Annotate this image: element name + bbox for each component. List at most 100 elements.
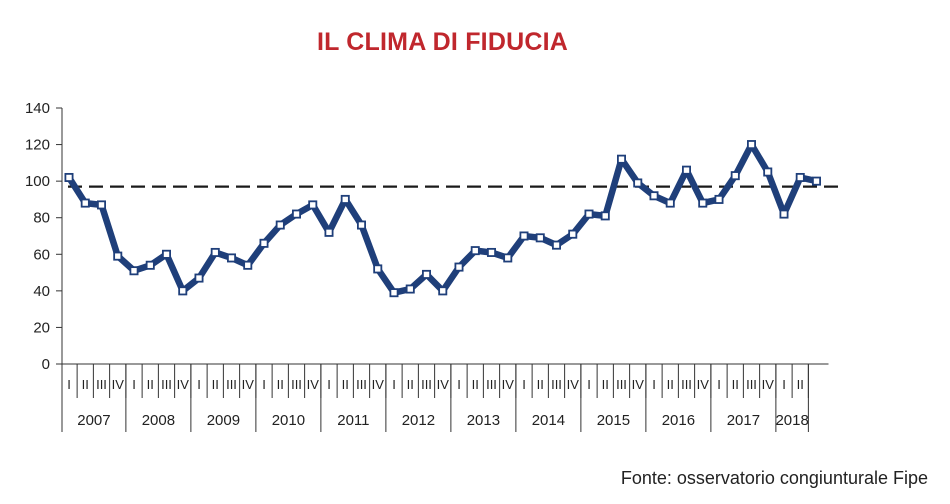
data-point xyxy=(682,165,692,175)
data-point xyxy=(568,229,578,239)
quarter-label: III xyxy=(746,377,757,392)
data-point xyxy=(470,246,480,256)
data-point xyxy=(373,264,383,274)
data-point xyxy=(763,167,773,177)
data-point xyxy=(633,178,643,188)
data-point xyxy=(210,247,220,257)
data-point xyxy=(308,200,318,210)
quarter-label: I xyxy=(132,377,136,392)
quarter-label: IV xyxy=(762,377,775,392)
quarter-label: III xyxy=(616,377,627,392)
data-point xyxy=(145,260,155,270)
quarter-label: III xyxy=(681,377,692,392)
quarter-label: IV xyxy=(697,377,710,392)
data-point xyxy=(486,247,496,257)
data-point xyxy=(259,238,269,248)
quarter-label: III xyxy=(226,377,237,392)
data-point xyxy=(649,191,659,201)
quarter-label: IV xyxy=(242,377,255,392)
series-group xyxy=(65,141,820,296)
data-point xyxy=(356,220,366,230)
data-point xyxy=(80,198,90,208)
data-point xyxy=(747,140,757,150)
data-point xyxy=(243,260,253,270)
data-point xyxy=(226,253,236,263)
data-point xyxy=(389,288,399,298)
quarter-label: II xyxy=(212,377,219,392)
data-point xyxy=(535,233,545,243)
data-point xyxy=(698,198,708,208)
axes: 0 20 40 60 80 100 120 140 xyxy=(25,100,829,373)
quarter-label: II xyxy=(602,377,609,392)
quarter-label: II xyxy=(82,377,89,392)
data-point xyxy=(665,198,675,208)
data-point xyxy=(161,249,171,259)
data-point xyxy=(113,251,123,261)
year-label: 2008 xyxy=(142,412,175,429)
data-point xyxy=(730,171,740,181)
data-point xyxy=(519,231,529,241)
quarter-label: IV xyxy=(437,377,450,392)
year-label: 2018 xyxy=(775,412,808,429)
quarter-label: II xyxy=(472,377,479,392)
data-point xyxy=(438,286,448,296)
quarter-label: I xyxy=(522,377,526,392)
year-label: 2010 xyxy=(272,412,305,429)
chart-title: IL CLIMA DI FIDUCIA xyxy=(316,28,568,56)
data-point xyxy=(405,284,415,294)
year-label: 2017 xyxy=(727,412,760,429)
quarter-label: II xyxy=(537,377,544,392)
data-point xyxy=(552,240,562,250)
quarter-label: IV xyxy=(502,377,515,392)
quarter-label: I xyxy=(652,377,656,392)
y-tick-label: 60 xyxy=(33,246,50,263)
data-point xyxy=(340,194,350,204)
quarter-label: II xyxy=(407,377,414,392)
year-label: 2016 xyxy=(662,412,695,429)
quarter-label: II xyxy=(342,377,349,392)
y-tick-label: 20 xyxy=(33,319,50,336)
quarter-label: II xyxy=(667,377,674,392)
quarter-label: III xyxy=(356,377,367,392)
quarter-label: III xyxy=(161,377,172,392)
quarter-label: III xyxy=(551,377,562,392)
data-point xyxy=(779,209,789,219)
y-tick-label: 80 xyxy=(33,210,50,227)
data-point xyxy=(324,227,334,237)
data-point xyxy=(194,273,204,283)
quarter-label: I xyxy=(392,377,396,392)
quarter-label: IV xyxy=(372,377,385,392)
data-point xyxy=(178,286,188,296)
series-line xyxy=(65,141,820,296)
quarter-label: I xyxy=(782,377,786,392)
year-label: 2009 xyxy=(207,412,240,429)
y-tick-label: 140 xyxy=(25,100,50,117)
quarter-label: I xyxy=(327,377,331,392)
data-point xyxy=(129,266,139,276)
data-point xyxy=(291,209,301,219)
quarter-label: I xyxy=(197,377,201,392)
year-label: 2015 xyxy=(597,412,630,429)
quarter-label: IV xyxy=(307,377,320,392)
quarter-label: IV xyxy=(177,377,190,392)
year-label: 2014 xyxy=(532,412,565,429)
data-point xyxy=(584,209,594,219)
quarter-label: IV xyxy=(112,377,125,392)
year-label: 2007 xyxy=(77,412,110,429)
quarter-label: III xyxy=(421,377,432,392)
year-label: 2011 xyxy=(337,412,369,429)
year-label: 2012 xyxy=(402,412,435,429)
quarter-label: II xyxy=(147,377,154,392)
data-point xyxy=(617,154,627,164)
quarter-label: II xyxy=(797,377,804,392)
year-label: 2013 xyxy=(467,412,500,429)
quarter-label: I xyxy=(67,377,71,392)
y-tick-label: 40 xyxy=(33,283,50,300)
data-point xyxy=(503,253,513,263)
quarter-label: I xyxy=(717,377,721,392)
quarter-label: III xyxy=(486,377,497,392)
data-point xyxy=(795,172,805,182)
quarter-label: I xyxy=(262,377,266,392)
quarter-label: IV xyxy=(567,377,580,392)
